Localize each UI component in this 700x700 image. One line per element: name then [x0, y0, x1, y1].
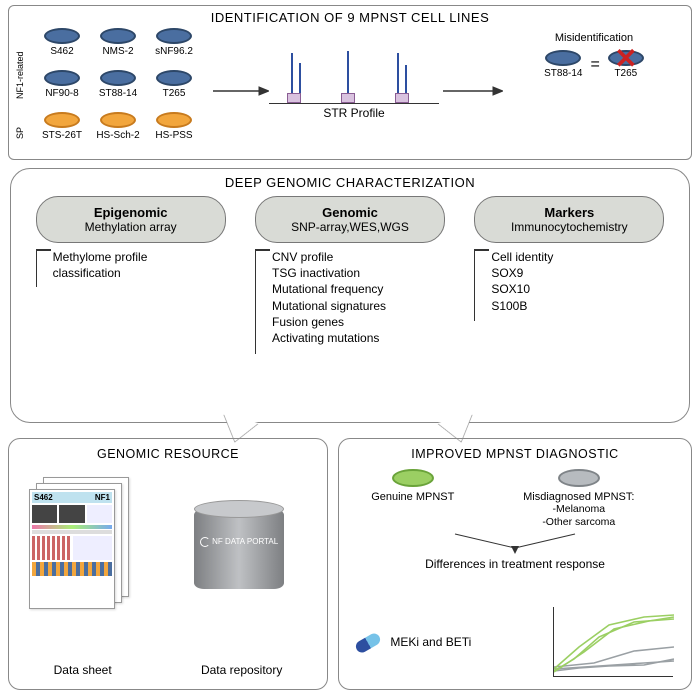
dish-icon	[545, 50, 581, 66]
diagnostic-dishes: Genuine MPNST Misdiagnosed MPNST: -Melan…	[349, 469, 681, 528]
characterization-title: DEEP GENOMIC CHARACTERIZATION	[21, 175, 679, 190]
sheet-icon: S462NF1	[29, 489, 115, 609]
drug-label-row: MEKi and BETi	[355, 635, 471, 649]
arrow-icon	[213, 86, 269, 96]
cell-line: ST88-14	[93, 70, 143, 110]
misidentification-block: Misidentification ST88-14 = T265 ✕	[509, 32, 679, 79]
column-row: Methylome profile classification CNV pro…	[21, 249, 679, 354]
cell-line: HS-PSS	[149, 112, 199, 152]
str-profile: STR Profile	[269, 46, 439, 120]
pill-row: Epigenomic Methylation array Genomic SNP…	[21, 196, 679, 243]
response-chart-svg	[554, 607, 674, 677]
str-plot	[269, 46, 439, 104]
identification-title: IDENTIFICATION OF 9 MPNST CELL LINES	[17, 10, 683, 25]
diagnostic-panel: IMPROVED MPNST DIAGNOSTIC Genuine MPNST …	[338, 438, 692, 690]
misidentification-label: Misidentification	[509, 32, 679, 44]
dish-icon	[100, 28, 136, 44]
dish-icon	[44, 70, 80, 86]
pill-epigenomic: Epigenomic Methylation array	[36, 196, 226, 243]
characterization-panel: DEEP GENOMIC CHARACTERIZATION Epigenomic…	[10, 168, 690, 423]
database-icon: NF DATA PORTAL	[194, 509, 284, 609]
dish-icon	[100, 112, 136, 128]
dish-icon	[156, 28, 192, 44]
cell-line: NMS-2	[93, 28, 143, 68]
caption-repository: Data repository	[201, 663, 282, 677]
pill-markers: Markers Immunocytochemistry	[474, 196, 664, 243]
dish-icon	[156, 70, 192, 86]
diff-label: Differences in treatment response	[349, 557, 681, 571]
genuine-mpnst: Genuine MPNST	[371, 469, 454, 503]
bottom-left-captions: Data sheet Data repository	[9, 663, 327, 677]
caption-datasheet: Data sheet	[54, 663, 112, 677]
col-epigenomic: Methylome profile classification	[36, 249, 226, 287]
genomic-resource-panel: GENOMIC RESOURCE S462NF1 NF DATA PORTAL	[8, 438, 328, 690]
cell-line: NF90-8	[37, 70, 87, 110]
cell-line: S462	[37, 28, 87, 68]
cell-line-rejected: T265 ✕	[608, 50, 644, 79]
cross-icon: ✕	[608, 44, 644, 73]
cell-line: HS-Sch-2	[93, 112, 143, 152]
cell-line: ST88-14	[544, 50, 582, 79]
misdiagnosed-mpnst: Misdiagnosed MPNST: -Melanoma -Other sar…	[499, 469, 659, 528]
dish-icon	[44, 28, 80, 44]
response-chart	[553, 607, 673, 677]
cell-line: T265	[149, 70, 199, 110]
equals-icon: =	[591, 56, 600, 74]
col-genomic: CNV profile TSG inactivation Mutational …	[255, 249, 445, 354]
dish-green-icon	[392, 469, 434, 487]
dish-icon	[156, 112, 192, 128]
diagnostic-title: IMPROVED MPNST DIAGNOSTIC	[349, 447, 681, 461]
dish-icon	[100, 70, 136, 86]
pill-icon	[354, 631, 383, 654]
identification-panel: IDENTIFICATION OF 9 MPNST CELL LINES NF1…	[8, 5, 692, 160]
cell-line-grid: S462 NMS-2 sNF96.2 NF90-8 ST88-14 T265 S…	[37, 28, 199, 152]
nf1-label: NF1-related	[15, 36, 25, 114]
str-caption: STR Profile	[269, 106, 439, 120]
dish-grey-icon	[558, 469, 600, 487]
col-markers: Cell identity SOX9 SOX10 S100B	[474, 249, 664, 321]
cell-line: STS-26T	[37, 112, 87, 152]
converge-arrow-icon	[415, 532, 615, 554]
cell-line: sNF96.2	[149, 28, 199, 68]
drug-label: MEKi and BETi	[390, 635, 471, 649]
sp-label: SP	[15, 114, 25, 152]
pill-genomic: Genomic SNP-array,WES,WGS	[255, 196, 445, 243]
origin-side-labels: NF1-related SP	[15, 36, 25, 152]
dish-icon	[44, 112, 80, 128]
genomic-resource-title: GENOMIC RESOURCE	[19, 447, 317, 461]
converge-arrow: Differences in treatment response	[349, 532, 681, 571]
arrow-icon	[443, 86, 503, 96]
